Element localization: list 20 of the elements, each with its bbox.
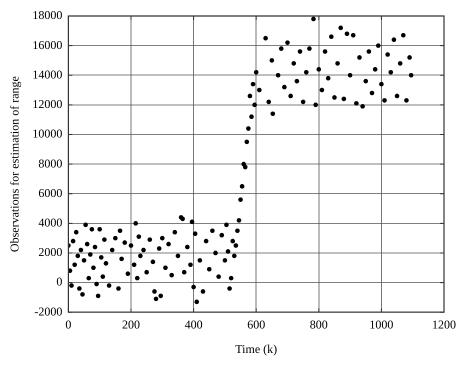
- x-tick-label: 800: [310, 318, 328, 332]
- y-tick-label: 10000: [32, 126, 62, 141]
- y-tick-label: 8000: [38, 156, 62, 170]
- y-axis-title: Observations for estimation of range: [7, 76, 22, 252]
- y-tick-label: 18000: [32, 8, 62, 22]
- x-tick-label: 400: [184, 318, 203, 332]
- x-tick-label: 600: [247, 318, 266, 332]
- y-tick-label: 16000: [32, 38, 62, 52]
- y-tick-label: 4000: [38, 215, 62, 230]
- x-tick-label: 1200: [432, 318, 456, 332]
- x-tick-label: 200: [122, 318, 140, 332]
- y-tick-label: 2000: [38, 245, 62, 260]
- x-tick-label: 1000: [369, 318, 394, 332]
- y-tick-label: 0: [56, 274, 62, 289]
- y-tick-label: 14000: [32, 67, 62, 82]
- y-tick-label: 12000: [32, 97, 62, 112]
- y-tick-label: -2000: [34, 304, 62, 318]
- y-tick-label: 6000: [38, 186, 62, 200]
- x-tick-label: 0: [65, 318, 72, 332]
- x-axis-title: Time (k): [235, 342, 278, 356]
